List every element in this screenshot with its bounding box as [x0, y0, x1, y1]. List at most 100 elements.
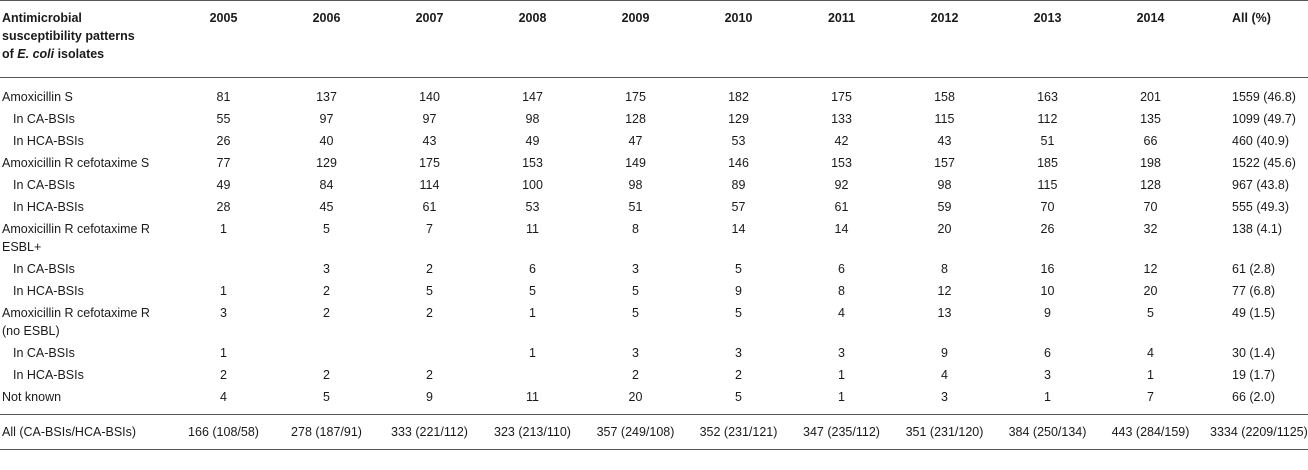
cell-value: 2: [323, 368, 330, 382]
cell-value: 1: [838, 368, 845, 382]
cell-value: 51: [628, 200, 643, 214]
cell-value: 146: [728, 156, 749, 170]
cell-value: 153: [522, 156, 543, 170]
cell-value: 5: [735, 262, 742, 276]
cell-value: 40: [319, 134, 334, 148]
cell-value: 278 (187/91): [275, 414, 378, 450]
cell-value: 3: [1044, 368, 1051, 382]
cell-value: 133: [831, 112, 852, 126]
cell-value: 5: [632, 306, 639, 320]
susceptibility-table: Antimicrobial susceptibility patterns of E…: [0, 0, 1308, 450]
cell-value: 114: [419, 178, 440, 192]
cell-all: 77 (6.8): [1232, 284, 1276, 298]
cell-value: 1: [1044, 390, 1051, 404]
cell-value: 20: [1143, 284, 1158, 298]
cell-value: 2: [735, 368, 742, 382]
cell-value: 98: [937, 178, 952, 192]
cell-value: 3: [632, 262, 639, 276]
header-year: 2006: [275, 0, 378, 78]
cell-value: 9: [1044, 306, 1051, 320]
cell-value: 53: [525, 200, 540, 214]
header-first-of: of: [2, 47, 18, 61]
cell-all: 1559 (46.8): [1232, 90, 1296, 104]
row-label: In HCA-BSIs: [13, 368, 84, 382]
cell-value: 81: [216, 90, 231, 104]
cell-all: 49 (1.5): [1232, 306, 1276, 320]
header-all: All (%): [1202, 0, 1308, 78]
cell-value: 2: [426, 368, 433, 382]
cell-value: 1: [220, 284, 227, 298]
cell-value: 3: [323, 262, 330, 276]
cell-value: 135: [1140, 112, 1161, 126]
cell-value: 147: [522, 90, 543, 104]
header-year: 2005: [172, 0, 275, 78]
cell-value: 3: [941, 390, 948, 404]
cell-value: 323 (213/110): [481, 414, 584, 450]
cell-value: 28: [216, 200, 231, 214]
table-row: In CA-BSIs 3 2 6 3 5 6 8 16 12 61 (2.8): [0, 258, 1308, 280]
cell-value: 182: [728, 90, 749, 104]
header-first-line2: susceptibility patterns: [2, 29, 135, 43]
cell-value: 14: [731, 222, 746, 236]
cell-value: 1: [1147, 368, 1154, 382]
row-label: In HCA-BSIs: [13, 200, 84, 214]
cell-value: 12: [1143, 262, 1158, 276]
cell-value: 3: [735, 346, 742, 360]
cell-value: 128: [625, 112, 646, 126]
cell-value: 443 (284/159): [1099, 414, 1202, 450]
cell-value: 9: [941, 346, 948, 360]
cell-value: 8: [941, 262, 948, 276]
cell-value: [481, 364, 584, 386]
table-row: In CA-BSIs 55 97 97 98 128 129 133 115 112 135 1099…: [0, 108, 1308, 130]
row-label: In CA-BSIs: [13, 112, 75, 126]
table-row: In HCA-BSIs 2 2 2 2 2 1 4 3 1 19 (1.7): [0, 364, 1308, 386]
cell-all: 61 (2.8): [1232, 262, 1276, 276]
header-year: 2011: [790, 0, 893, 78]
cell-value: 89: [731, 178, 746, 192]
cell-value: 45: [319, 200, 334, 214]
cell-value: 5: [1147, 306, 1154, 320]
cell-value: 26: [1040, 222, 1055, 236]
header-year: 2010: [687, 0, 790, 78]
cell-value: 92: [834, 178, 849, 192]
cell-value: 11: [526, 222, 539, 236]
cell-value: 98: [628, 178, 643, 192]
header-first-species: E. coli: [17, 47, 55, 61]
cell-value: 43: [937, 134, 952, 148]
cell-all: 138 (4.1): [1232, 222, 1283, 236]
cell-value: 4: [220, 390, 227, 404]
cell-value: 163: [1037, 90, 1058, 104]
cell-value: 115: [1037, 178, 1058, 192]
table-row: Amoxicillin S 81 137 140 147 175 182 175 158 163 2…: [0, 78, 1308, 109]
cell-value: 153: [831, 156, 852, 170]
row-label: In CA-BSIs: [13, 262, 75, 276]
cell-value: 16: [1040, 262, 1055, 276]
cell-value: 66: [1143, 134, 1158, 148]
row-label: Amoxicillin R cefotaxime R ESBL+: [2, 222, 150, 254]
cell-value: 175: [625, 90, 646, 104]
cell-value: 5: [323, 222, 330, 236]
row-label: In CA-BSIs: [13, 346, 75, 360]
table-body: Amoxicillin S 81 137 140 147 175 182 175 158 163 2…: [0, 78, 1308, 450]
cell-value: 158: [934, 90, 955, 104]
cell-value: 7: [426, 222, 433, 236]
cell-value: 5: [529, 284, 536, 298]
cell-value: 49: [525, 134, 540, 148]
cell-value: 128: [1140, 178, 1161, 192]
cell-value: 137: [316, 90, 337, 104]
cell-all: 30 (1.4): [1232, 346, 1276, 360]
cell-value: 1: [529, 346, 536, 360]
header-year: 2007: [378, 0, 481, 78]
cell-value: 5: [323, 390, 330, 404]
cell-value: 175: [419, 156, 440, 170]
cell-value: 2: [323, 306, 330, 320]
cell-value: 51: [1040, 134, 1055, 148]
cell-value: [172, 258, 275, 280]
cell-value: 10: [1040, 284, 1055, 298]
cell-value: 157: [934, 156, 955, 170]
cell-value: 53: [731, 134, 746, 148]
cell-value: 20: [937, 222, 952, 236]
table-row: Not known 4 5 9 11 20 5 1 3 1 7 66 (2.0): [0, 386, 1308, 415]
cell-value: 8: [632, 222, 639, 236]
row-label: All (CA-BSIs/HCA-BSIs): [0, 414, 172, 450]
